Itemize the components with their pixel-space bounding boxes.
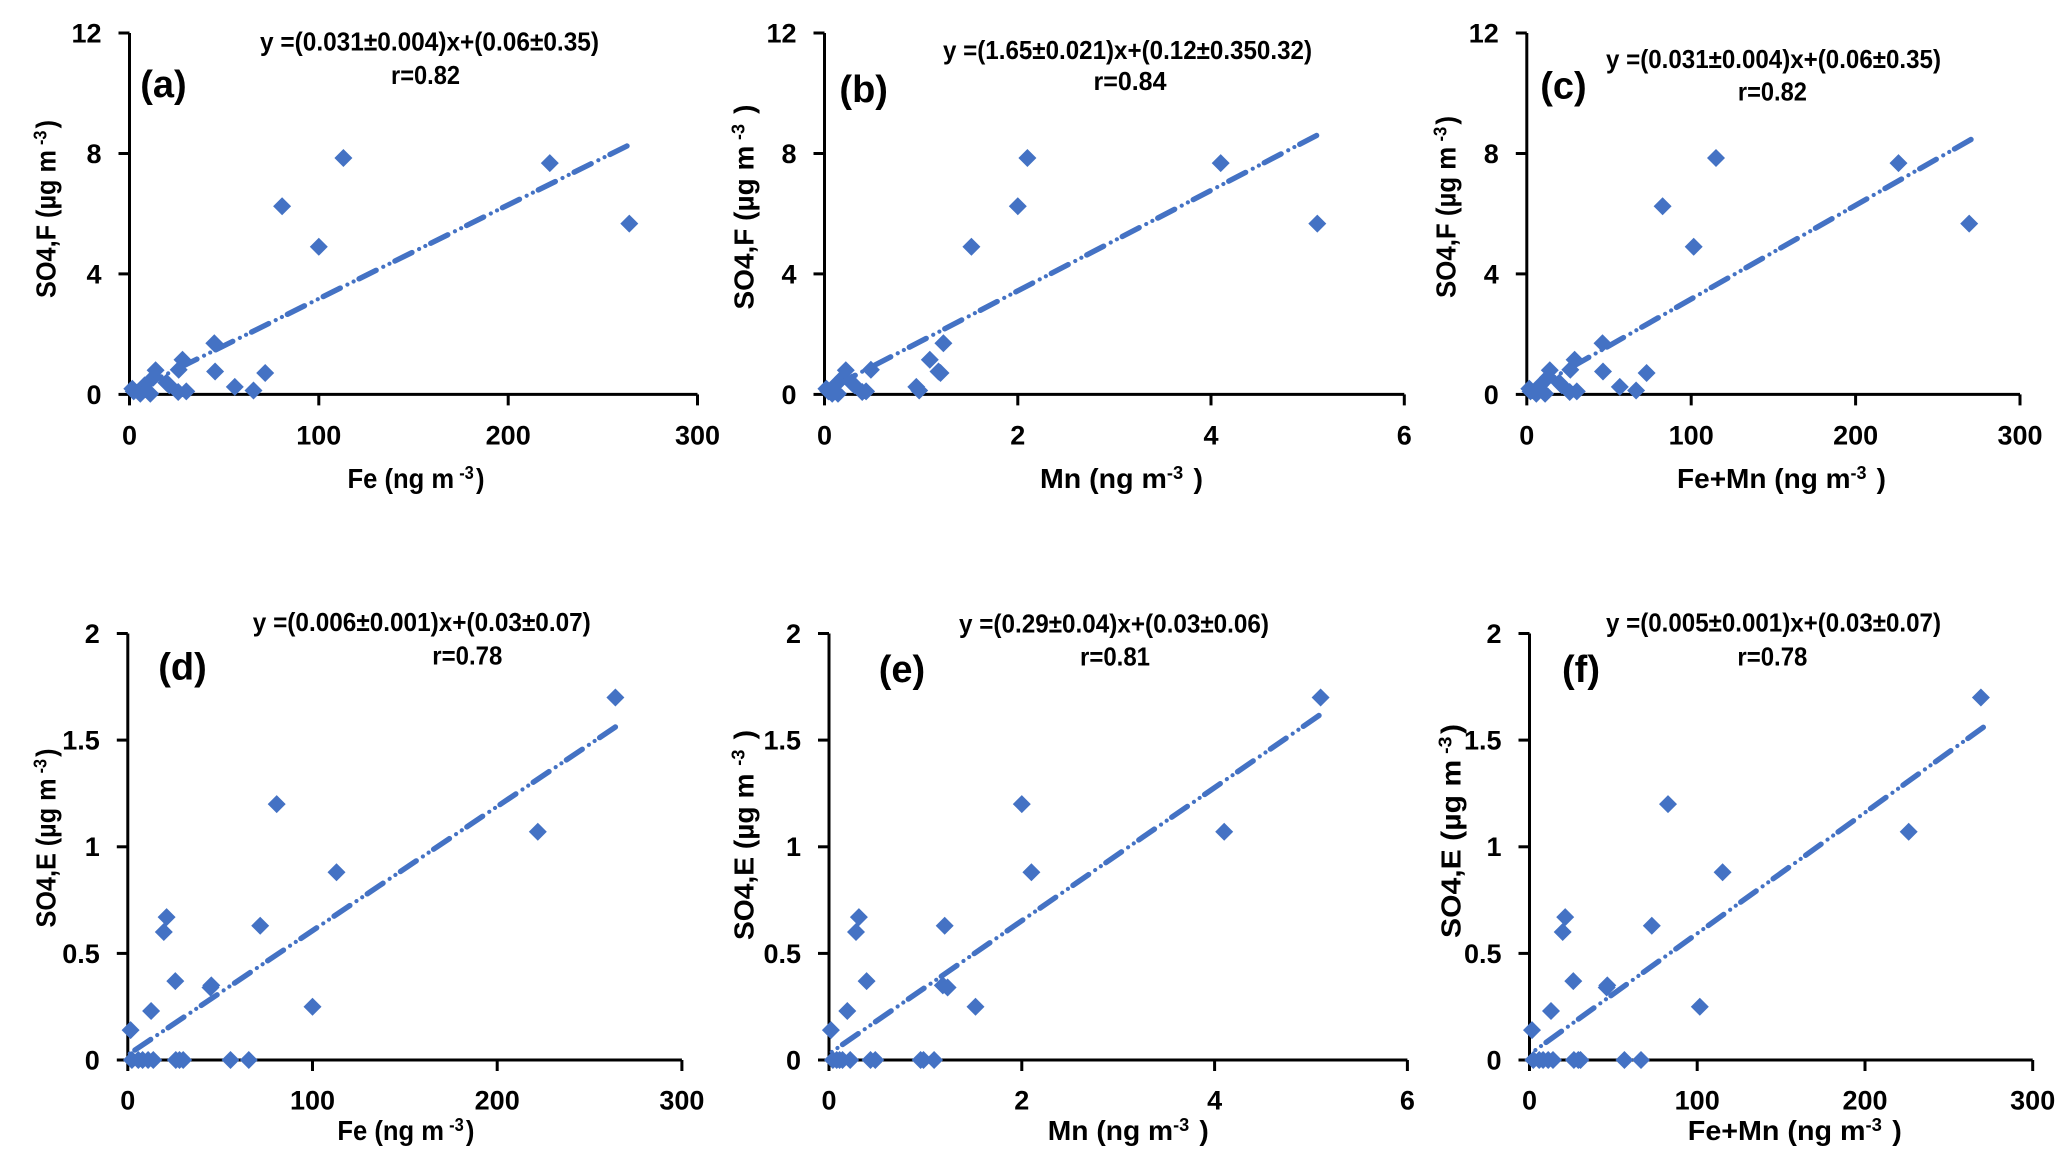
svg-text:y =(0.031±0.004)x+(0.06±0.35): y =(0.031±0.004)x+(0.06±0.35) — [1606, 44, 1941, 74]
svg-text:2: 2 — [1486, 619, 1501, 649]
svg-text:(e): (e) — [879, 649, 925, 691]
svg-text:1.5: 1.5 — [763, 726, 801, 756]
svg-text:SO4,F (µg m -3 ): SO4,F (µg m -3 ) — [1431, 116, 1462, 298]
svg-text:2: 2 — [85, 619, 100, 649]
svg-text:6: 6 — [1397, 421, 1412, 451]
svg-text:0: 0 — [821, 1086, 836, 1116]
svg-text:SO4,E (µg m -3 ): SO4,E (µg m -3 ) — [31, 749, 62, 928]
svg-text:y =(0.005±0.001)x+(0.03±0.07): y =(0.005±0.001)x+(0.03±0.07) — [1606, 607, 1941, 637]
svg-text:4: 4 — [1484, 259, 1499, 289]
svg-text:0: 0 — [786, 1046, 801, 1076]
svg-text:0: 0 — [1486, 1046, 1501, 1076]
svg-text:0: 0 — [120, 1086, 135, 1116]
svg-text:0.5: 0.5 — [1464, 939, 1502, 969]
svg-text:r=0.81: r=0.81 — [1080, 642, 1150, 672]
svg-text:0: 0 — [1484, 380, 1499, 410]
svg-text:SO4,E (µg m -3 ): SO4,E (µg m -3 ) — [729, 730, 760, 940]
svg-text:12: 12 — [1469, 19, 1499, 49]
svg-text:1: 1 — [786, 832, 801, 862]
svg-text:300: 300 — [2010, 1086, 2055, 1116]
svg-text:0: 0 — [85, 1046, 100, 1076]
svg-text:2: 2 — [1014, 1086, 1029, 1116]
svg-text:(c): (c) — [1540, 66, 1586, 108]
svg-text:6: 6 — [1400, 1086, 1415, 1116]
svg-text:4: 4 — [1207, 1086, 1222, 1116]
svg-text:0: 0 — [122, 421, 137, 451]
svg-text:0.5: 0.5 — [62, 939, 100, 969]
svg-text:4: 4 — [1203, 421, 1218, 451]
svg-text:(b): (b) — [839, 69, 888, 111]
svg-text:(f): (f) — [1562, 649, 1600, 691]
svg-text:(d): (d) — [158, 647, 207, 689]
svg-text:1: 1 — [1486, 832, 1501, 862]
svg-text:Mn (ng m-3 ): Mn (ng m-3 ) — [1048, 1115, 1209, 1146]
svg-text:SO4,E (µg m -3 ): SO4,E (µg m -3 ) — [1436, 724, 1467, 938]
svg-text:r=0.84: r=0.84 — [1094, 66, 1168, 96]
svg-text:SO4,F (µg m -3 ): SO4,F (µg m -3 ) — [31, 120, 62, 298]
svg-text:300: 300 — [675, 421, 720, 451]
svg-text:4: 4 — [86, 259, 101, 289]
svg-text:8: 8 — [781, 139, 796, 169]
svg-text:0: 0 — [817, 421, 832, 451]
svg-text:100: 100 — [290, 1086, 335, 1116]
svg-text:1.5: 1.5 — [1464, 726, 1502, 756]
svg-text:12: 12 — [71, 19, 101, 49]
svg-text:r=0.82: r=0.82 — [391, 60, 460, 90]
svg-text:0.5: 0.5 — [763, 939, 801, 969]
svg-text:0: 0 — [781, 380, 796, 410]
svg-text:100: 100 — [1669, 421, 1714, 451]
svg-text:r=0.78: r=0.78 — [1737, 642, 1807, 672]
svg-text:12: 12 — [766, 19, 796, 49]
svg-text:r=0.82: r=0.82 — [1738, 76, 1807, 106]
svg-text:SO4,F (µg m -3 ): SO4,F (µg m -3 ) — [729, 105, 760, 310]
svg-text:y =(0.29±0.04)x+(0.03±0.06): y =(0.29±0.04)x+(0.03±0.06) — [959, 609, 1269, 639]
svg-text:200: 200 — [475, 1086, 520, 1116]
svg-text:0: 0 — [86, 380, 101, 410]
svg-text:(a): (a) — [140, 64, 186, 106]
svg-text:Fe (ng m -3 ): Fe (ng m -3 ) — [348, 463, 485, 494]
svg-text:8: 8 — [1484, 139, 1499, 169]
svg-text:200: 200 — [1833, 421, 1878, 451]
svg-text:300: 300 — [659, 1086, 704, 1116]
svg-text:1: 1 — [85, 832, 100, 862]
svg-text:100: 100 — [296, 421, 341, 451]
svg-text:4: 4 — [781, 259, 796, 289]
svg-text:200: 200 — [1842, 1086, 1887, 1116]
svg-text:0: 0 — [1522, 1086, 1537, 1116]
svg-text:Mn (ng m-3 ): Mn (ng m-3 ) — [1040, 463, 1203, 494]
svg-text:Fe+Mn (ng m-3 ): Fe+Mn (ng m-3 ) — [1677, 463, 1886, 494]
svg-text:2: 2 — [1010, 421, 1025, 451]
svg-text:Fe+Mn (ng m-3 ): Fe+Mn (ng m-3 ) — [1688, 1115, 1902, 1146]
svg-text:1.5: 1.5 — [62, 726, 100, 756]
svg-text:300: 300 — [1997, 421, 2042, 451]
svg-text:200: 200 — [486, 421, 531, 451]
svg-text:r=0.78: r=0.78 — [432, 641, 502, 671]
svg-text:y =(0.006±0.001)x+(0.03±0.07): y =(0.006±0.001)x+(0.03±0.07) — [253, 607, 591, 637]
svg-text:y =(0.031±0.004)x+(0.06±0.35): y =(0.031±0.004)x+(0.06±0.35) — [260, 27, 599, 57]
svg-text:y =(1.65±0.021)x+(0.12±0.350.3: y =(1.65±0.021)x+(0.12±0.350.32) — [943, 35, 1312, 65]
svg-text:2: 2 — [786, 619, 801, 649]
svg-text:100: 100 — [1675, 1086, 1720, 1116]
svg-text:Fe (ng m -3 ): Fe (ng m -3 ) — [337, 1115, 474, 1146]
svg-text:0: 0 — [1519, 421, 1534, 451]
svg-text:8: 8 — [86, 139, 101, 169]
